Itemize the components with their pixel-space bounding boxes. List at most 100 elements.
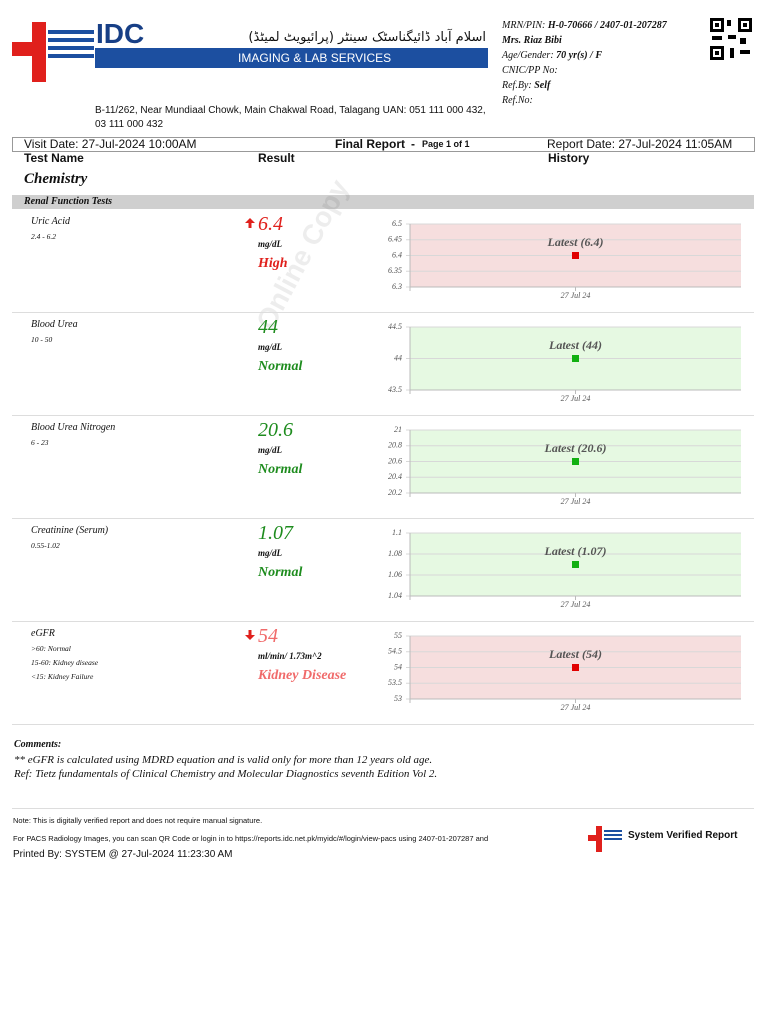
history-chart: 53 53.5 54 54.5 55 Latest (54) 27 Jul 24	[388, 631, 741, 712]
test-name: Creatinine (Serum)	[31, 525, 109, 536]
flag-arrow	[245, 218, 255, 228]
point-label: Latest (54)	[548, 647, 602, 661]
reference-range: <15: Kidney Failure	[31, 672, 94, 681]
report-date: Report Date: 27-Jul-2024 11:05AM	[547, 137, 733, 151]
label: Age/Gender:	[502, 50, 554, 61]
data-point	[572, 561, 579, 568]
history-chart: 20.2 20.4 20.6 20.8 21 Latest (20.6) 27 Jul 24	[388, 425, 741, 506]
value: Mrs. Riaz Bibi	[502, 35, 562, 46]
row-divider	[12, 621, 754, 622]
footer-pacs: For PACS Radiology Images, you can scan …	[13, 834, 489, 843]
result-status: Normal	[258, 359, 303, 374]
y-tick-label: 54.5	[388, 647, 402, 656]
result-value: 1.07	[258, 522, 293, 544]
result-unit: mg/dL	[258, 445, 282, 455]
y-tick-label: 55	[394, 631, 402, 640]
column-header: Test Name	[24, 151, 84, 165]
logo-text: IDC	[96, 18, 145, 49]
data-point	[572, 252, 579, 259]
y-tick-label: 21	[394, 425, 402, 434]
y-tick-label: 6.3	[392, 282, 402, 291]
data-point	[572, 458, 579, 465]
data-point	[572, 355, 579, 362]
banner-text: IMAGING & LAB SERVICES	[238, 51, 392, 65]
result-unit: mg/dL	[258, 342, 282, 352]
logo	[12, 22, 94, 82]
y-tick-label: 20.2	[388, 488, 402, 497]
point-label: Latest (1.07)	[544, 544, 607, 558]
result-status: Normal	[258, 565, 303, 580]
row-divider	[12, 518, 754, 519]
value: Self	[534, 80, 551, 91]
patient-info: MRN/PIN: H-0-70666 / 2407-01-207287 Mrs.…	[502, 18, 667, 108]
footer-note: Note: This is digitally verified report …	[13, 816, 263, 825]
result-value: 6.4	[258, 213, 283, 235]
row-divider	[12, 415, 754, 416]
point-label: Latest (44)	[548, 338, 602, 352]
history-chart: 43.5 44 44.5 Latest (44) 27 Jul 24	[388, 322, 741, 403]
row-divider	[12, 312, 754, 313]
flag-arrow	[245, 630, 255, 640]
y-tick-label: 6.45	[388, 235, 402, 244]
column-header: Result	[258, 151, 295, 165]
test-name: Blood Urea	[31, 319, 78, 330]
y-tick-label: 20.6	[388, 456, 402, 465]
y-tick-label: 1.1	[392, 528, 402, 537]
reference-range: 10 - 50	[31, 335, 53, 344]
label: Ref.By:	[502, 80, 532, 91]
comment-line: ** eGFR is calculated using MDRD equatio…	[14, 754, 433, 766]
history-chart: 1.04 1.06 1.08 1.1 Latest (1.07) 27 Jul 24	[388, 528, 741, 609]
y-tick-label: 44.5	[388, 322, 402, 331]
separator: -	[411, 137, 415, 151]
label: CNIC/PP No:	[502, 65, 558, 76]
y-tick-label: 53	[394, 694, 402, 703]
result-status: Kidney Disease	[258, 668, 347, 683]
page-number: Page 1 of 1	[422, 139, 470, 149]
y-tick-label: 6.35	[388, 266, 402, 275]
report-title: Final Report	[335, 137, 406, 151]
y-tick-label: 20.4	[388, 472, 402, 481]
x-tick-label: 27 Jul 24	[561, 497, 591, 506]
verified-logo	[588, 826, 622, 852]
point-label: Latest (6.4)	[547, 235, 604, 249]
result-value: 20.6	[258, 419, 293, 441]
row-divider	[12, 724, 754, 725]
value: 70 yr(s) / F	[556, 50, 602, 61]
column-header: History	[548, 151, 590, 165]
data-point	[572, 664, 579, 671]
reference-range: >60: Normal	[31, 644, 71, 653]
point-label: Latest (20.6)	[544, 441, 607, 455]
report-bar	[12, 137, 755, 152]
y-tick-label: 6.5	[392, 219, 402, 228]
y-tick-label: 44	[394, 353, 402, 362]
x-tick-label: 27 Jul 24	[561, 600, 591, 609]
y-tick-label: 1.08	[388, 549, 402, 558]
urdu-name: اسلام آباد ڈائیگناسٹک سینٹر (پرائیویٹ لم…	[248, 30, 486, 45]
result-status: High	[258, 256, 288, 271]
result-status: Normal	[258, 462, 303, 477]
x-tick-label: 27 Jul 24	[561, 703, 591, 712]
arrow	[245, 218, 255, 228]
subsection-bar	[12, 195, 754, 209]
test-name: Uric Acid	[31, 216, 70, 227]
comment-line: Ref: Tietz fundamentals of Clinical Chem…	[14, 768, 438, 780]
label: Ref.No:	[502, 95, 533, 106]
label: MRN/PIN:	[502, 20, 546, 31]
divider	[12, 808, 754, 809]
result-unit: mg/dL	[258, 239, 282, 249]
test-name: eGFR	[31, 628, 55, 639]
x-tick-label: 27 Jul 24	[561, 394, 591, 403]
y-tick-label: 20.8	[388, 441, 402, 450]
visit-date: Visit Date: 27-Jul-2024 10:00AM	[24, 137, 197, 151]
history-chart: 6.3 6.35 6.4 6.45 6.5 Latest (6.4) 27 Jul 24	[388, 219, 741, 300]
test-name: Blood Urea Nitrogen	[31, 422, 116, 433]
printed-by: Printed By: SYSTEM @ 27-Jul-2024 11:23:3…	[13, 849, 233, 860]
banner	[95, 48, 488, 68]
y-tick-label: 1.06	[388, 570, 402, 579]
x-tick-label: 27 Jul 24	[561, 291, 591, 300]
reference-range: 15-60: Kidney disease	[31, 658, 99, 667]
section-title: Chemistry	[24, 171, 88, 187]
y-tick-label: 43.5	[388, 385, 402, 394]
result-value: 54	[258, 625, 278, 647]
